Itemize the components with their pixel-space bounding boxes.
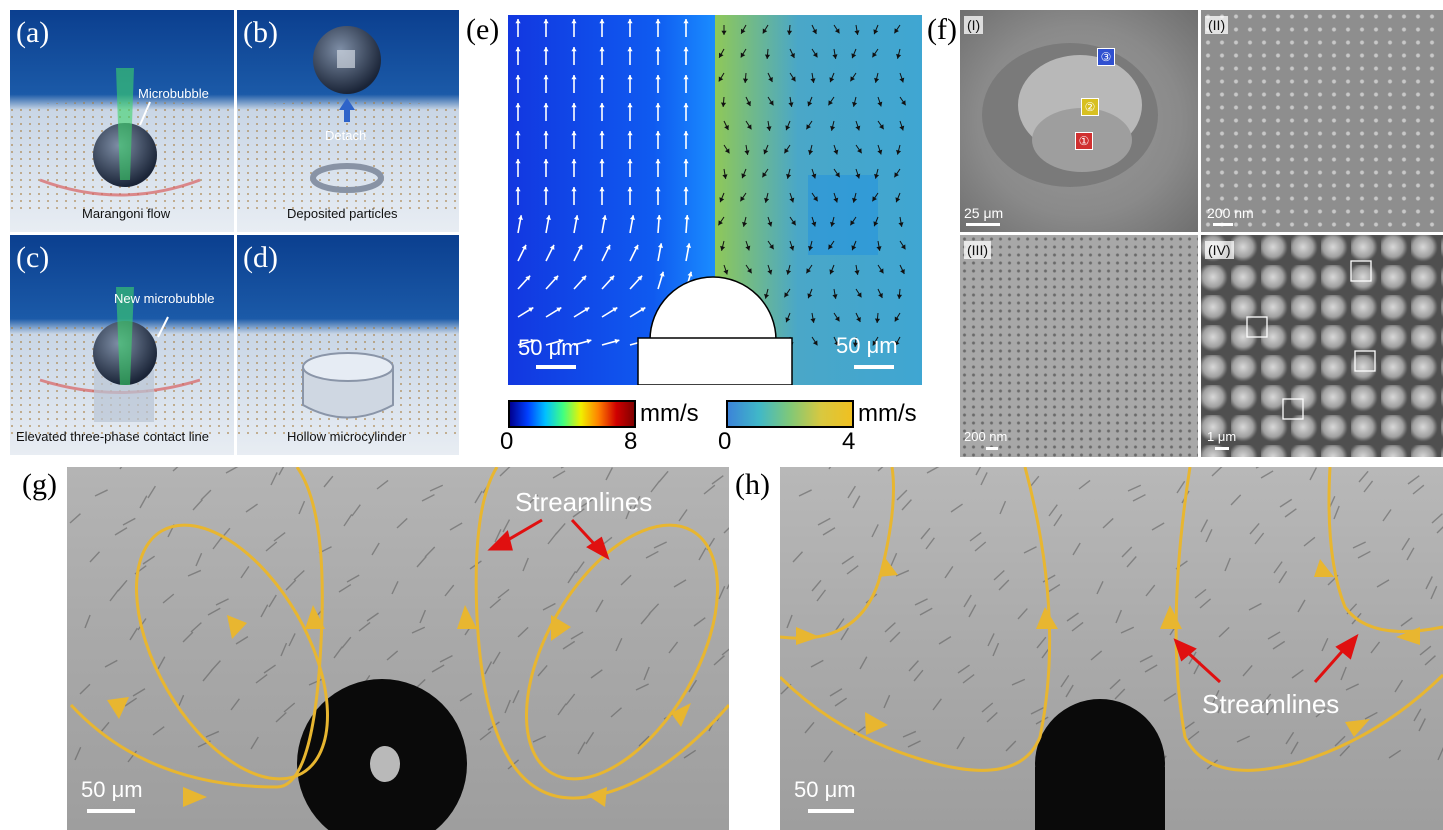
detach-caption: Detach [325, 128, 367, 143]
colorbar-right-min: 0 [718, 428, 732, 455]
sem-panel-III: (III) 200 nm [960, 235, 1198, 457]
h-red-arrows [1173, 633, 1359, 684]
e-scale-left-text: 50 μm [518, 335, 580, 360]
sem-I-scale: 25 μm [964, 205, 1004, 221]
e-scale-bar-left [536, 365, 576, 369]
sem-IV-label: (IV) [1205, 241, 1234, 259]
g-streamlines-label: Streamlines [515, 487, 653, 517]
h-streamline-image [780, 467, 1443, 830]
h-streamlines-label: Streamlines [1202, 689, 1340, 719]
sem-III-scale-bar [986, 447, 998, 450]
marker-3: ③ [1097, 48, 1115, 66]
colorbar-right-unit: mm/s [858, 400, 917, 427]
panel-g: Streamlines 50 μm [67, 467, 729, 830]
panel-e-label: (e) [466, 13, 500, 46]
h-scale-bar [808, 809, 854, 813]
substrate-block [637, 337, 793, 385]
panel-d: (d) Hollow microcylinder [237, 235, 459, 455]
panel-h-label: (h) [735, 468, 770, 501]
sem-I-label: (I) [964, 16, 984, 34]
panel-h: Streamlines 50 μm [780, 467, 1443, 830]
sem-II-scale: 200 nm [1207, 205, 1254, 221]
velocity-field-plot [508, 15, 922, 385]
elevated-contact-line-caption: Elevated three-phase contact line [16, 429, 209, 444]
sem-panel-I: (I) ③ ② ① 25 μm [960, 10, 1198, 232]
g-scale-text: 50 μm [81, 777, 143, 802]
sem-cup-image [982, 43, 1158, 187]
panel-b-illustration [237, 26, 459, 210]
panel-c: (c) New microbubble Elevated three-phase… [10, 235, 234, 455]
panel-a-illustration [10, 68, 234, 210]
marangoni-flow-caption: Marangoni flow [82, 206, 171, 221]
colorbar-right-max: 4 [842, 428, 856, 455]
sem-IV-boxes [1246, 260, 1376, 420]
sem-IV-scale-bar [1215, 447, 1229, 450]
e-scale-bar-right [854, 365, 894, 369]
panel-c-label: (c) [16, 241, 50, 274]
panel-g-label: (g) [22, 468, 57, 501]
panel-d-illustration [237, 323, 459, 435]
panel-d-label: (d) [243, 241, 278, 274]
panel-f-label: (f) [927, 13, 957, 46]
panel-c-illustration [10, 287, 234, 435]
g-scale-bar [87, 809, 135, 813]
marker-2: ② [1081, 98, 1099, 116]
panel-b: (b) Detach Deposited particles [237, 10, 459, 232]
h-flow-arrows [796, 559, 1420, 737]
sem-III-label: (III) [964, 241, 991, 259]
colorbar-right [726, 400, 854, 428]
panel-a-label: (a) [16, 16, 50, 49]
sem-panel-II: (II) 200 nm [1201, 10, 1443, 232]
deposited-particles-caption: Deposited particles [287, 206, 398, 221]
hollow-microcylinder-caption: Hollow microcylinder [287, 429, 407, 444]
h-streamlines [780, 467, 1443, 772]
h-scale-text: 50 μm [794, 777, 856, 802]
sem-II-label: (II) [1205, 16, 1229, 34]
g-red-arrows [487, 518, 610, 561]
g-streamlines [69, 467, 729, 800]
e-scale-right-text: 50 μm [836, 333, 898, 358]
sem-I-scale-bar [966, 223, 1000, 226]
bubble-dome [649, 276, 777, 341]
microbubble-caption: Microbubble [138, 86, 209, 101]
colorbar-left-min: 0 [500, 428, 514, 455]
right-vector-arrows [717, 24, 907, 348]
sem-IV-scale: 1 μm [1207, 429, 1237, 444]
colorbar-left-unit: mm/s [640, 400, 699, 427]
g-flow-arrows [107, 605, 691, 807]
new-microbubble-caption: New microbubble [114, 291, 215, 306]
sem-II-scale-bar [1213, 223, 1233, 226]
deposited-ring [310, 163, 384, 193]
g-streamline-image [67, 467, 729, 830]
panel-e: 50 μm 50 μm [508, 15, 922, 385]
panel-a: (a) Microbubble Marangoni flow [10, 10, 234, 232]
panel-b-label: (b) [243, 16, 278, 49]
sem-panel-IV: (IV) 1 μm [1201, 235, 1443, 457]
marker-1: ① [1075, 132, 1093, 150]
sem-III-scale: 200 nm [964, 429, 1008, 444]
colorbar-left [508, 400, 636, 428]
colorbar-left-max: 8 [624, 428, 638, 455]
